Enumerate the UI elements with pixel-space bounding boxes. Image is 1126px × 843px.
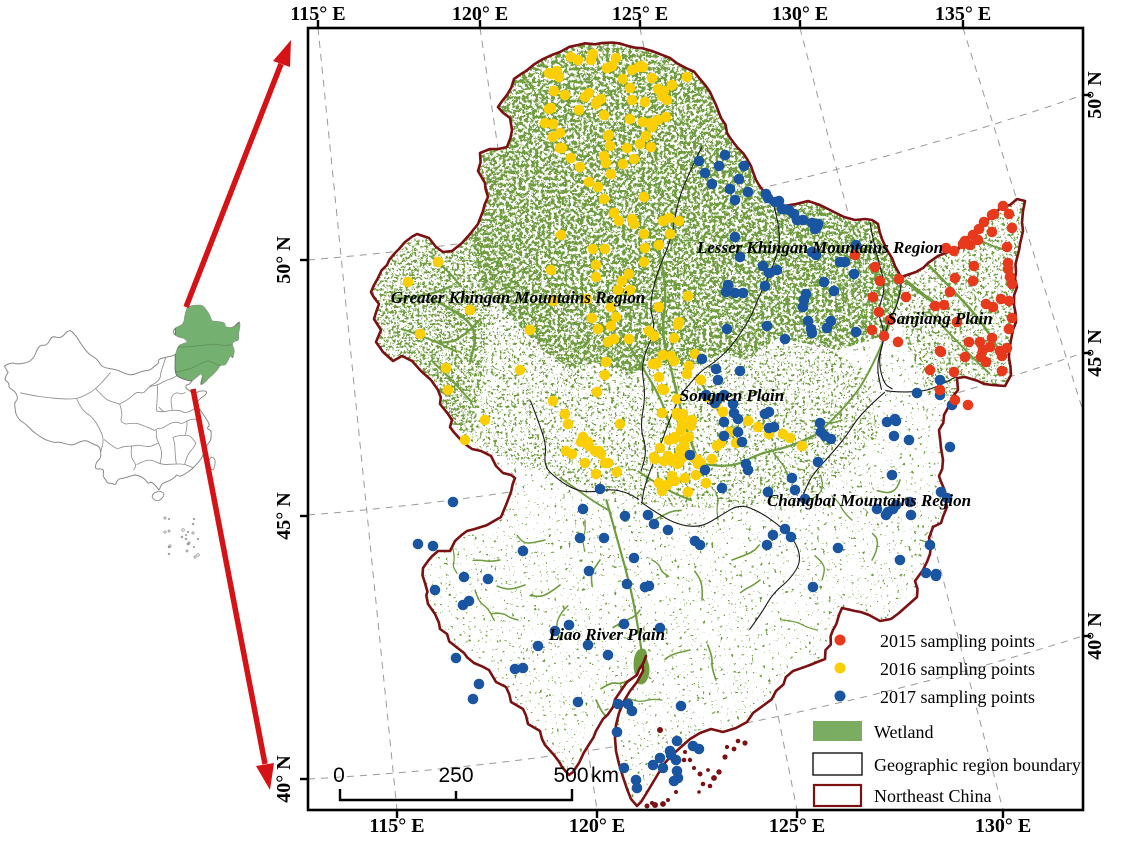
svg-text:40° N: 40° N	[1084, 612, 1106, 660]
svg-text:120° E: 120° E	[452, 3, 508, 25]
svg-text:40° N: 40° N	[273, 755, 295, 803]
svg-text:Sanjiang Plain: Sanjiang Plain	[887, 309, 992, 328]
svg-text:135° E: 135° E	[935, 3, 991, 25]
svg-text:2015 sampling points: 2015 sampling points	[880, 631, 1035, 651]
svg-text:Geographic region boundary: Geographic region boundary	[874, 755, 1081, 775]
svg-text:2016 sampling points: 2016 sampling points	[880, 659, 1035, 679]
svg-text:45° N: 45° N	[273, 492, 295, 540]
svg-text:130° E: 130° E	[975, 815, 1031, 837]
svg-text:130° E: 130° E	[772, 3, 828, 25]
svg-text:Greater Khingan Mountains Regi: Greater Khingan Mountains Region	[391, 288, 646, 307]
svg-text:Liao River Plain: Liao River Plain	[548, 625, 665, 644]
svg-text:km: km	[591, 764, 619, 787]
svg-text:50° N: 50° N	[273, 236, 295, 284]
svg-text:115° E: 115° E	[290, 3, 345, 25]
svg-text:125° E: 125° E	[769, 815, 825, 837]
svg-text:500: 500	[553, 764, 588, 787]
svg-text:120° E: 120° E	[569, 815, 625, 837]
svg-text:125° E: 125° E	[612, 3, 668, 25]
svg-text:Songnen Plain: Songnen Plain	[680, 386, 784, 405]
svg-text:Northeast China: Northeast China	[874, 786, 991, 806]
svg-text:115° E: 115° E	[369, 815, 424, 837]
svg-text:Changbai Mountains Region: Changbai Mountains Region	[767, 491, 971, 510]
svg-text:Lesser Khingan Mountains Regio: Lesser Khingan Mountains Region	[696, 238, 943, 257]
svg-text:Wetland: Wetland	[874, 722, 934, 742]
svg-text:45° N: 45° N	[1084, 329, 1106, 377]
svg-text:2017 sampling points: 2017 sampling points	[880, 687, 1035, 707]
svg-text:50° N: 50° N	[1084, 71, 1106, 119]
svg-text:250: 250	[438, 764, 473, 787]
svg-text:0: 0	[333, 764, 345, 787]
